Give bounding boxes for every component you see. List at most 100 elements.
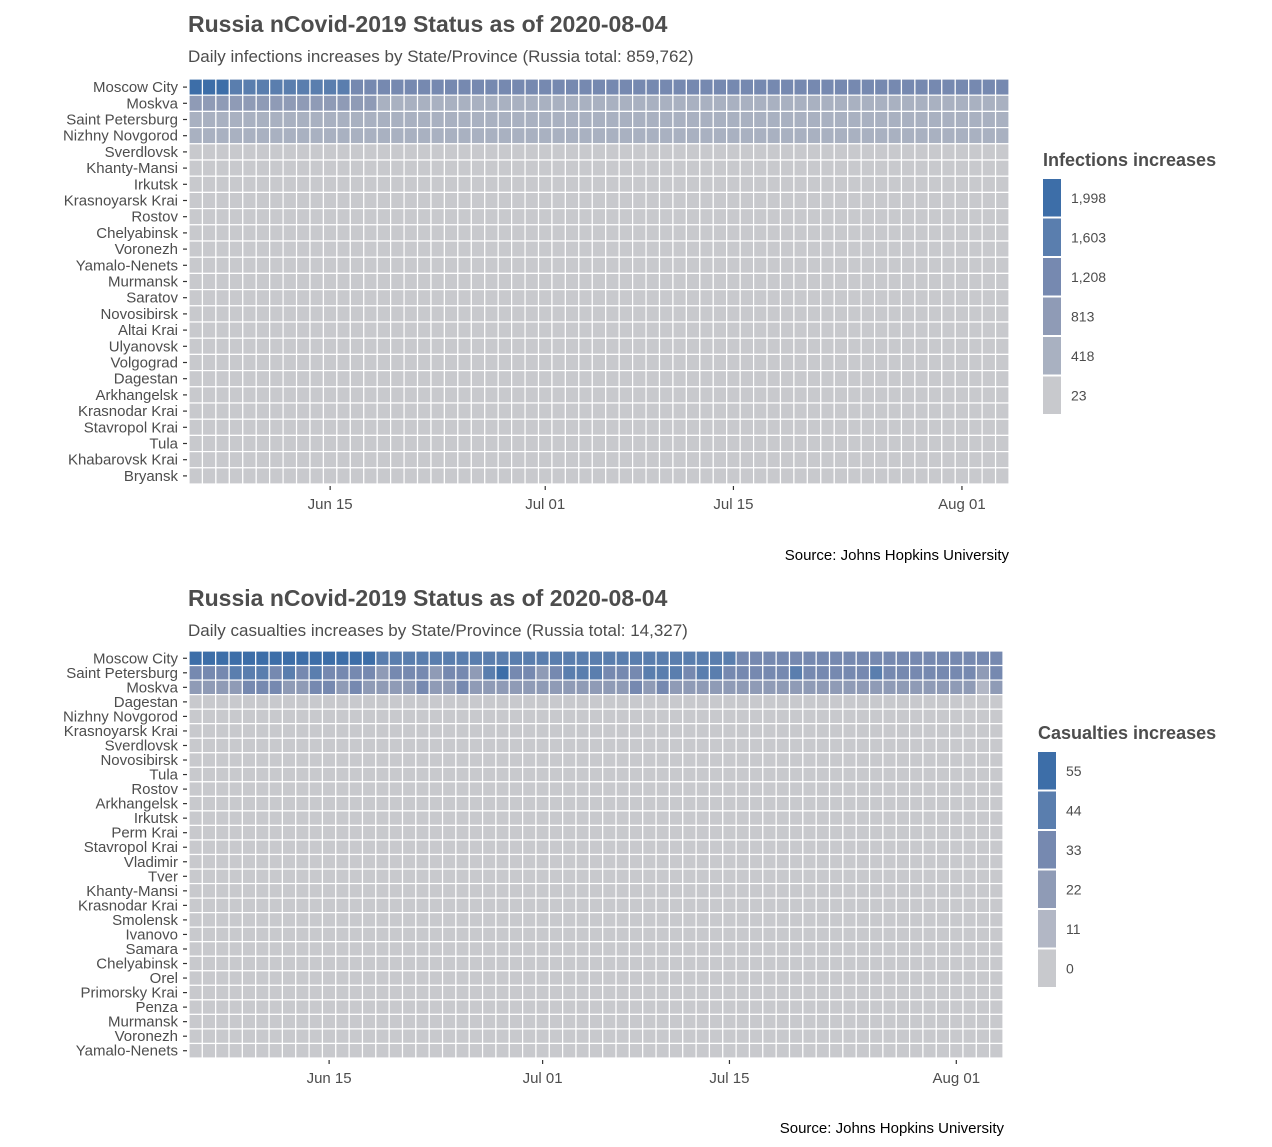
heatmap-cell — [887, 110, 903, 129]
heatmap-cell — [605, 272, 620, 291]
heatmap-cell — [968, 434, 983, 453]
heatmap-cell — [895, 1042, 911, 1059]
heatmap-cell — [618, 240, 634, 258]
heatmap-cell — [470, 143, 486, 161]
heatmap-cell — [708, 853, 724, 870]
heatmap-cell — [748, 810, 764, 827]
heatmap-cell — [922, 723, 937, 739]
heatmap-cell — [578, 305, 593, 323]
heatmap-cell — [228, 159, 244, 177]
heatmap-cell — [828, 737, 844, 754]
heatmap-cell — [562, 941, 577, 957]
heatmap-cell — [309, 126, 325, 145]
heatmap-cell — [428, 737, 444, 754]
heatmap-cell — [228, 882, 243, 899]
heatmap-cell — [497, 159, 513, 177]
heatmap-cell — [989, 795, 1004, 812]
heatmap-cell — [775, 795, 791, 812]
heatmap-cell — [672, 321, 687, 339]
y-tick-label: Altai Krai — [118, 322, 178, 339]
heatmap-cell — [968, 272, 983, 291]
heatmap-cell — [682, 912, 697, 928]
heatmap-cell — [994, 451, 1010, 469]
chart-caption: Source: Johns Hopkins University — [784, 547, 1009, 564]
heatmap-cell — [201, 256, 217, 275]
heatmap-cell — [578, 321, 593, 339]
heatmap-cell — [376, 191, 392, 210]
heatmap-cell — [655, 1028, 670, 1045]
heatmap-cell — [645, 78, 661, 96]
heatmap-cell — [188, 94, 204, 112]
heatmap-cell — [524, 305, 540, 323]
heatmap-cell — [361, 882, 377, 899]
heatmap-cell — [847, 191, 862, 210]
heatmap-cell — [806, 305, 822, 323]
heatmap-cell — [632, 451, 647, 469]
heatmap-cell — [228, 272, 244, 291]
heatmap-cell — [308, 984, 324, 1001]
heatmap-cell — [975, 853, 991, 870]
heatmap-cell — [524, 337, 540, 356]
heatmap-cell — [873, 321, 889, 339]
heatmap-cell — [390, 208, 405, 226]
heatmap-cell — [726, 370, 741, 388]
heatmap-cell — [361, 1028, 377, 1045]
heatmap-cell — [401, 955, 417, 972]
heatmap-cell — [537, 175, 553, 193]
heatmap-cell — [511, 434, 526, 453]
heatmap-cell — [855, 853, 871, 870]
heatmap-cell — [551, 94, 566, 112]
heatmap-cell — [535, 1042, 550, 1059]
heatmap-cell — [788, 664, 804, 681]
heatmap-cell — [668, 694, 684, 710]
heatmap-cell — [722, 882, 737, 899]
heatmap-cell — [752, 208, 768, 226]
heatmap-cell — [895, 1028, 911, 1045]
heatmap-cell — [268, 1042, 284, 1059]
heatmap-cell — [949, 766, 964, 783]
heatmap-cell — [255, 289, 271, 307]
heatmap-cell — [228, 451, 244, 469]
heatmap-cell — [645, 159, 661, 177]
heatmap-cell — [308, 781, 324, 797]
heatmap-cell — [887, 386, 903, 404]
heatmap-cell — [642, 737, 657, 754]
heatmap-cell — [441, 694, 457, 710]
heatmap-cell — [295, 752, 310, 768]
heatmap-cell — [655, 708, 670, 725]
heatmap-cell — [914, 451, 929, 469]
heatmap-cell — [887, 191, 903, 210]
heatmap-cell — [605, 208, 620, 226]
heatmap-cell — [470, 451, 486, 469]
heatmap-cell — [522, 664, 537, 681]
heatmap-cell — [914, 224, 929, 242]
heatmap-cell — [842, 999, 857, 1015]
heatmap-cell — [868, 795, 884, 812]
heatmap-cell — [828, 766, 844, 783]
heatmap-cell — [887, 370, 903, 388]
heatmap-cell — [989, 752, 1004, 768]
heatmap-cell — [508, 810, 524, 827]
heatmap-cell — [712, 78, 728, 96]
heatmap-cell — [642, 1028, 657, 1045]
heatmap-cell — [882, 664, 897, 681]
heatmap-cell — [949, 708, 964, 725]
heatmap-cell — [511, 126, 526, 145]
heatmap-cell — [535, 737, 550, 754]
heatmap-cell — [914, 370, 929, 388]
heatmap-cell — [348, 926, 364, 943]
heatmap-cell — [793, 321, 808, 339]
heatmap-cell — [766, 175, 782, 193]
heatmap-cell — [935, 723, 951, 739]
heatmap-cell — [668, 882, 684, 899]
heatmap-cell — [484, 418, 499, 437]
heatmap-cell — [228, 955, 243, 972]
heatmap-cell — [511, 451, 526, 469]
heatmap-cell — [615, 882, 630, 899]
heatmap-cell — [309, 78, 325, 96]
heatmap-cell — [962, 737, 977, 754]
heatmap-cell — [388, 897, 404, 914]
heatmap-cell — [968, 240, 983, 258]
heatmap-cell — [668, 999, 684, 1015]
heatmap-cell — [602, 752, 617, 768]
